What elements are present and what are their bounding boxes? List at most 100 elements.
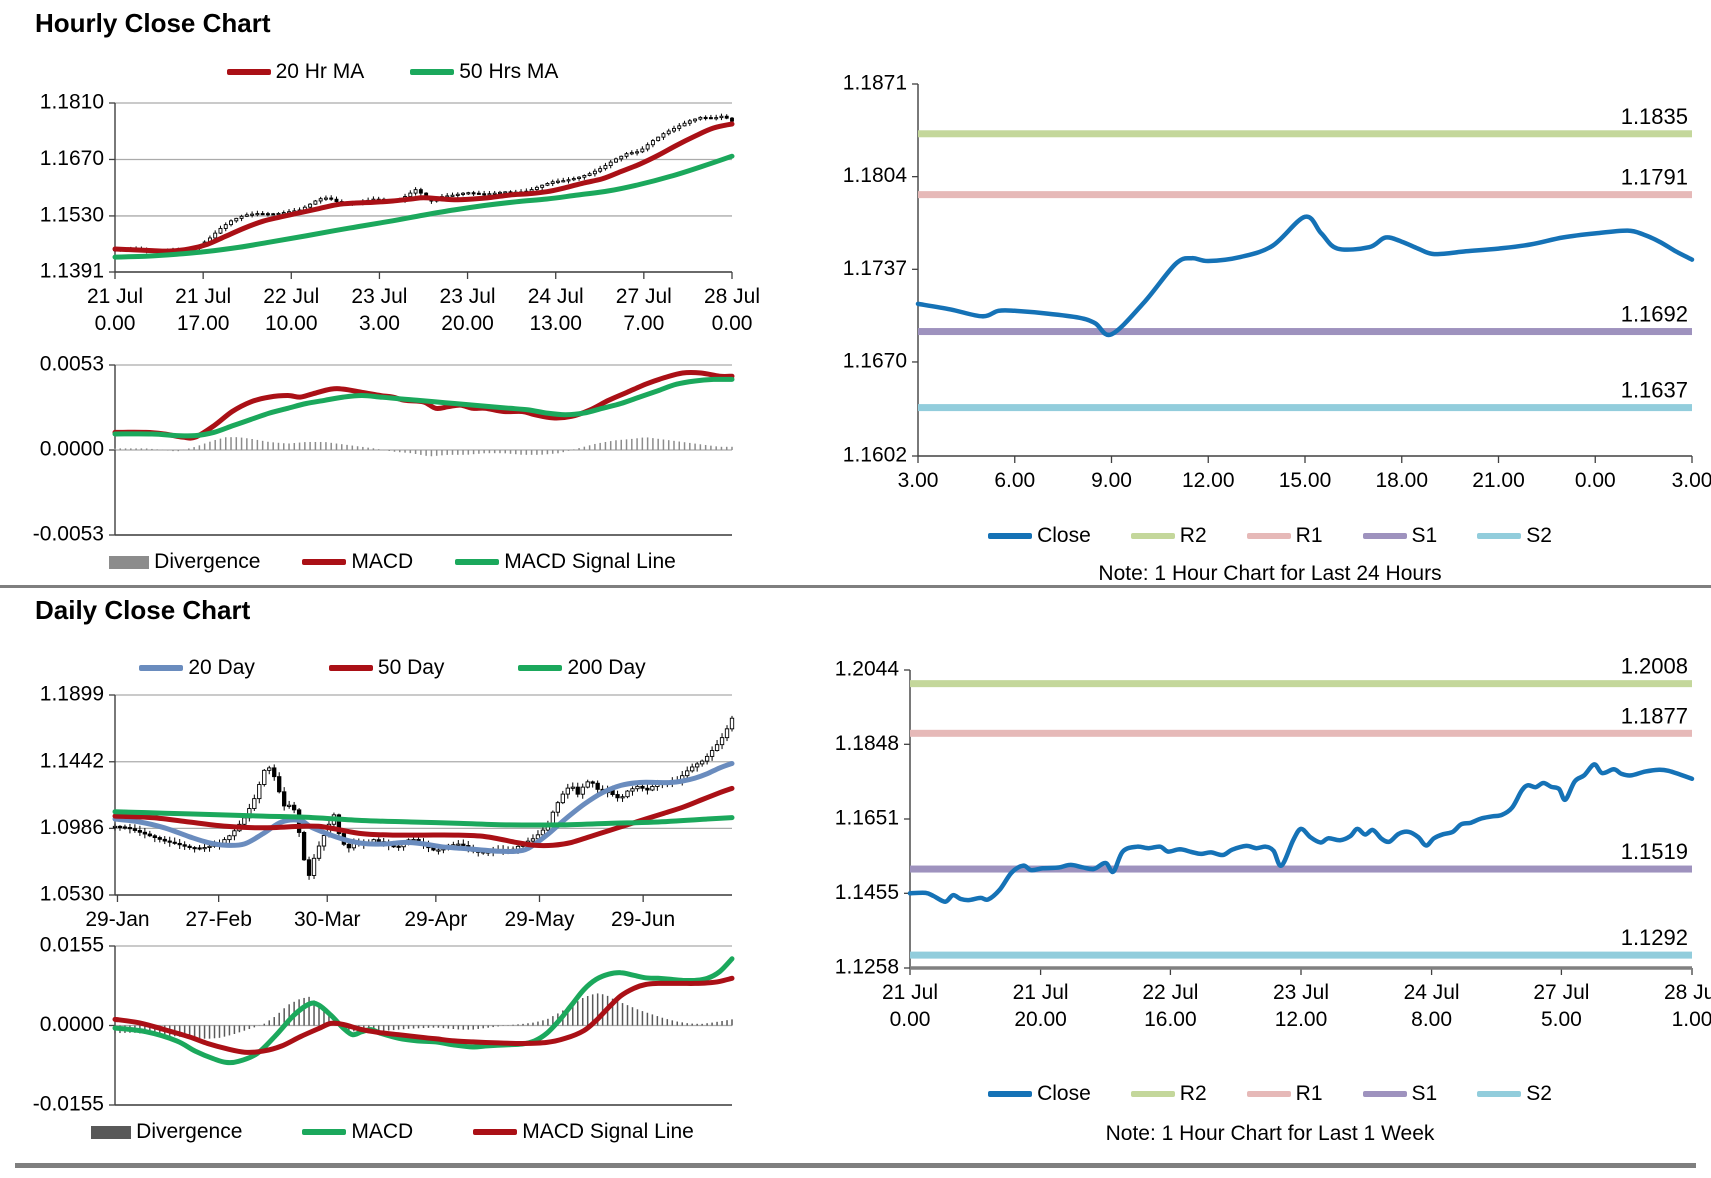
s2-swatch-icon [1477, 533, 1522, 539]
candle-body [598, 168, 603, 172]
candle-body [112, 825, 118, 828]
candle-body [396, 845, 401, 848]
legend-item: MACD Signal Line [473, 1120, 694, 1144]
legend-item: MACD [302, 1120, 413, 1144]
hourly-macd-chart: 0.0053 0.0000 -0.0053 [33, 353, 735, 546]
close-swatch-icon [988, 1091, 1033, 1097]
legend-item-label: Close [1037, 1082, 1091, 1105]
candle-body [560, 793, 565, 804]
candle-body [561, 180, 566, 183]
y-axis-label: 1.1899 [40, 683, 104, 706]
macd-swatch-icon [302, 559, 347, 565]
x-axis-label: 24 Jul [1404, 981, 1460, 1004]
legend-item: 20 Day [139, 656, 255, 680]
candle-body [376, 839, 381, 843]
candle-body [699, 760, 705, 765]
y-axis-label: 0.0155 [40, 934, 104, 957]
legend-item: S1 [1362, 524, 1437, 548]
x-axis-label: 29-Jan [85, 908, 149, 931]
50-hrs-ma-swatch-icon [410, 69, 455, 75]
s2-level-label: 1.1292 [1621, 925, 1688, 950]
20-day-line [112, 761, 735, 854]
daily-section-title: Daily Close Chart [35, 595, 251, 625]
candle-body [418, 189, 423, 194]
candle-body [316, 845, 322, 859]
x-axis-label: 28 Jul [1664, 981, 1711, 1004]
candle-body [666, 130, 671, 135]
candle-body [461, 843, 466, 846]
candle-body [556, 180, 560, 183]
candle-body [408, 192, 413, 197]
candle-body [640, 785, 645, 789]
candle-body [730, 117, 734, 122]
candle-body [456, 843, 461, 846]
candle-body [252, 798, 257, 809]
candle-body [182, 844, 187, 847]
candle-body [482, 193, 487, 196]
20-hr-ma-swatch-icon [226, 69, 271, 75]
candle-body [227, 835, 232, 841]
y-axis-label: 0.0000 [40, 438, 104, 461]
legend-item: 200 Day [518, 656, 646, 680]
candle-body [147, 833, 152, 837]
candle-body [476, 192, 481, 195]
candle-body [318, 198, 323, 202]
x-axis-label: 27 Jul [616, 285, 672, 308]
candle-body [271, 213, 276, 216]
candle-body [719, 115, 724, 119]
candle-body [714, 117, 719, 120]
x-axis-label: 0.00 [712, 312, 753, 335]
candle-body [213, 232, 218, 239]
candle-body [202, 847, 207, 850]
x-axis-label: 0.00 [95, 312, 136, 335]
x-axis-label: 15.00 [1279, 469, 1332, 492]
candle-body [729, 717, 735, 730]
r1-swatch-icon [1246, 533, 1291, 539]
candle-body [650, 786, 655, 791]
y-axis-label: 1.1455 [835, 881, 899, 904]
candle-body [167, 840, 172, 843]
legend-item-label: 20 Day [188, 656, 255, 679]
y-axis-label: 0.0000 [40, 1013, 104, 1036]
candle-body [455, 193, 460, 196]
candle-body [693, 118, 698, 122]
legend-item-label: 50 Hrs MA [459, 60, 559, 83]
candle-body [218, 227, 223, 234]
candle-body [603, 165, 608, 170]
candle-body [308, 203, 313, 208]
candle-body [498, 191, 502, 194]
divergence-swatch-icon [91, 1125, 132, 1139]
candle-body [570, 786, 575, 789]
legend-item: R1 [1246, 524, 1323, 548]
candle-body [645, 787, 650, 791]
candle-body [709, 750, 715, 757]
candle-body [262, 769, 267, 785]
r2-swatch-icon [1130, 1091, 1175, 1097]
r1-level-label: 1.1877 [1621, 703, 1688, 728]
y-axis-label: 1.1651 [835, 807, 899, 830]
candle-body [272, 767, 277, 778]
candle-body [229, 220, 233, 226]
legend-item-label: S1 [1411, 1082, 1438, 1105]
x-axis-label: 12.00 [1275, 1008, 1328, 1031]
candle-body [677, 125, 682, 129]
candle-body [695, 763, 700, 768]
candle-body [703, 116, 708, 120]
r2-level-label: 1.2008 [1621, 654, 1688, 679]
macd-signal-line-swatch-icon [473, 1129, 518, 1135]
candle-body [323, 197, 328, 200]
candle-body [565, 787, 570, 795]
r2-level-label: 1.1835 [1621, 104, 1688, 129]
x-axis-label: 21 Jul [175, 285, 231, 308]
candle-body [550, 181, 555, 184]
macd-signal-line-line [112, 975, 735, 1055]
legend-item: R2 [1130, 1082, 1207, 1106]
candle-body [291, 804, 297, 811]
candle-body [232, 830, 237, 837]
candle-body [540, 184, 545, 188]
candle-body [301, 832, 307, 861]
candle-body [595, 782, 600, 790]
x-axis-label: 8.00 [1411, 1008, 1452, 1031]
x-axis-label: 17.00 [177, 312, 230, 335]
r1-level-label: 1.1791 [1621, 165, 1688, 190]
